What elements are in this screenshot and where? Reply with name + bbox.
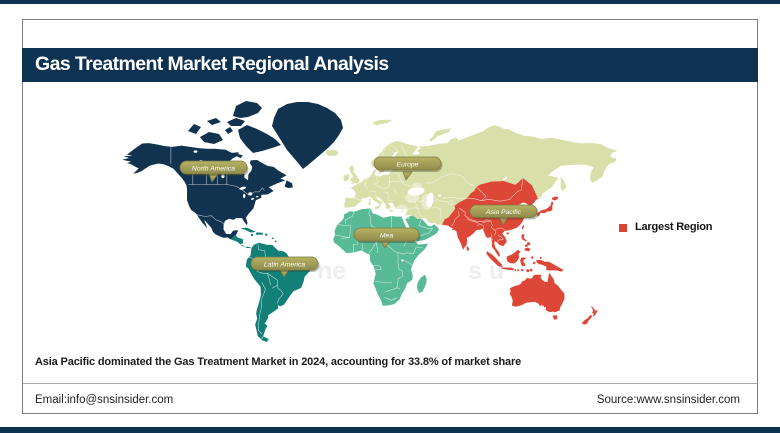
svg-text:North America: North America bbox=[192, 166, 235, 173]
svg-text:Asia Pacific: Asia Pacific bbox=[485, 209, 522, 216]
svg-text:s u: s u bbox=[468, 257, 504, 285]
svg-text:Europe: Europe bbox=[397, 162, 419, 169]
svg-text:Mea: Mea bbox=[380, 233, 393, 240]
svg-text:Latin America: Latin America bbox=[264, 262, 306, 269]
svg-text:ne: ne bbox=[317, 257, 346, 285]
